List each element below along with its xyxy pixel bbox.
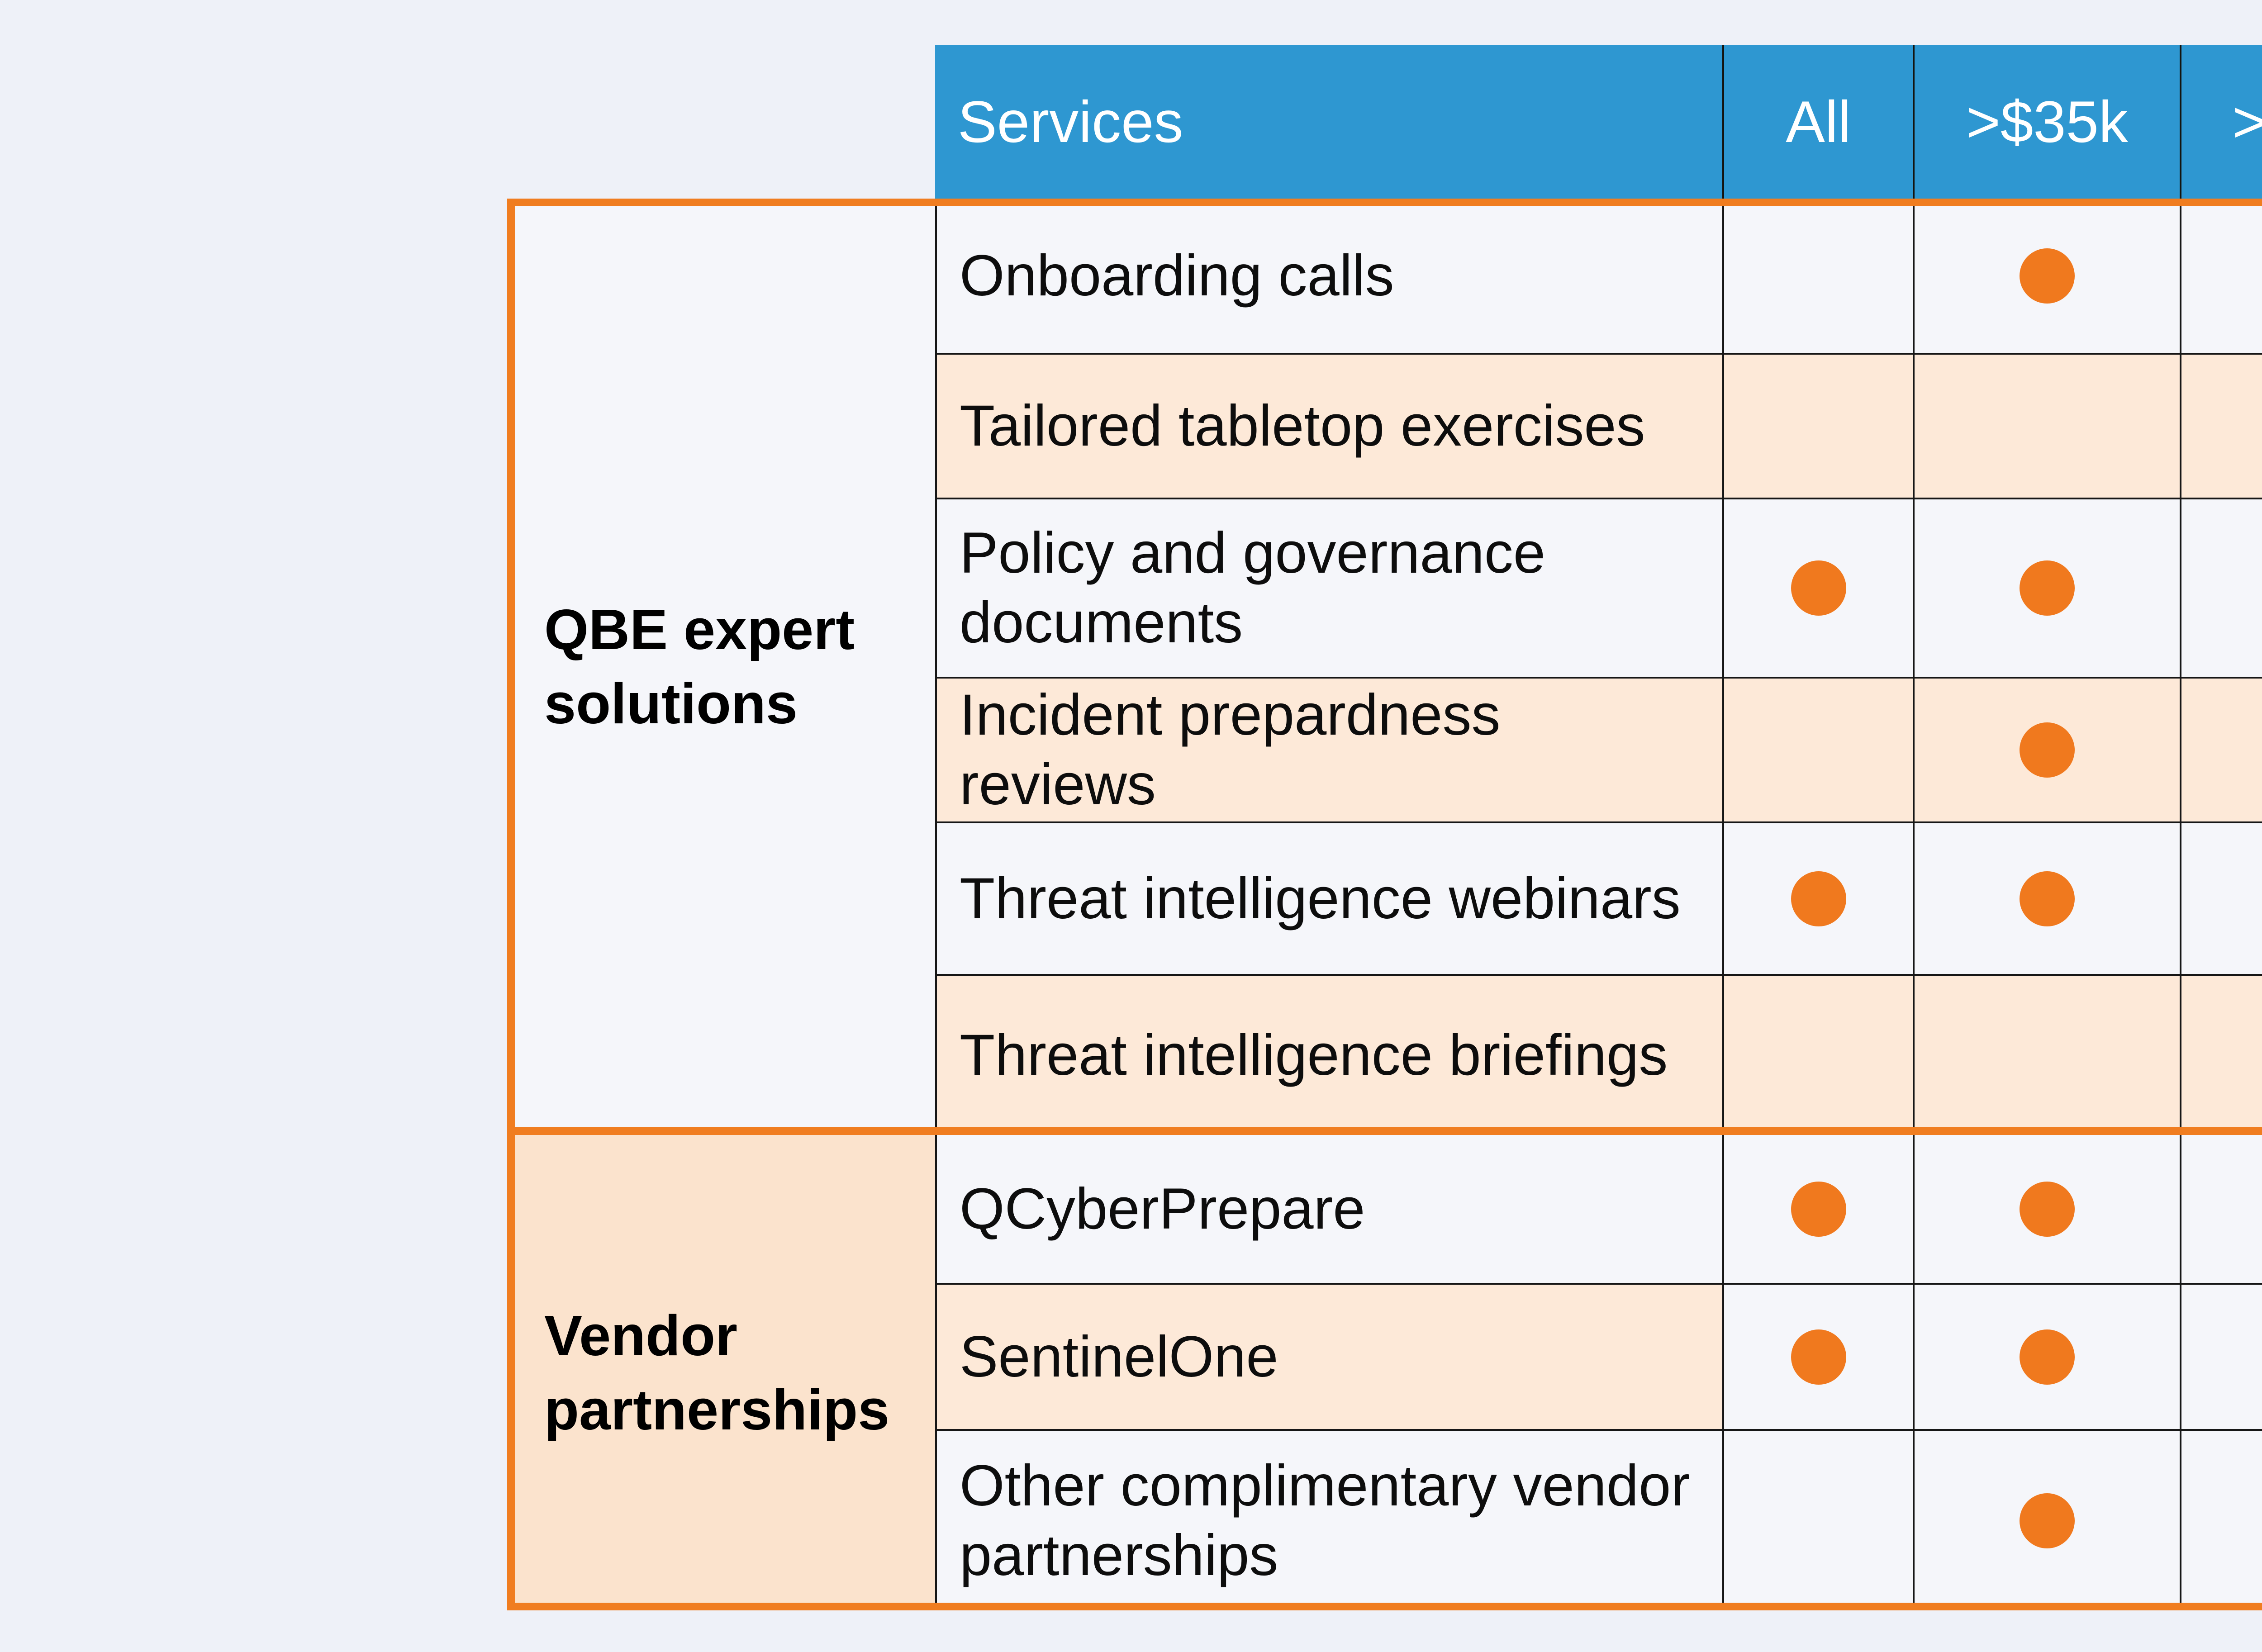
service-cell: Threat intelligence briefings [935,976,1722,1135]
service-label: Other complimentary vendor partnerships [960,1453,1690,1588]
included-dot [2020,248,2075,304]
service-cell: Other complimentary vendor partnerships [935,1431,1722,1610]
tier-cell-all [1722,679,1913,823]
group-label-qbe-expert-solutions: QBE expert solutions [507,199,935,1135]
tier-cell-100k [2180,1135,2262,1285]
tier-cell-100k [2180,499,2262,679]
tier-cell-all [1722,823,1913,976]
service-label: Threat intelligence briefings [960,1023,1668,1088]
header-tier-all: All [1722,45,1913,199]
header-tier-100k: >100k [2180,45,2262,199]
service-cell: Policy and governance documents [935,499,1722,679]
header-services: Services [935,45,1722,199]
service-label: SentinelOne [960,1324,1278,1389]
service-label: Tailored tabletop exercises [960,394,1645,459]
service-cell: SentinelOne [935,1285,1722,1431]
service-label: Incident prepardness reviews [960,683,1501,817]
tier-cell-all [1722,976,1913,1135]
services-tier-table: Services All >$35k >100k QBE expert solu… [507,45,2262,1610]
tier-cell-100k [2180,823,2262,976]
included-dot [2020,1493,2075,1548]
tier-cell-35k [1913,1135,2180,1285]
tier-cell-100k [2180,199,2262,355]
included-dot [1791,560,1846,616]
tier-cell-100k [2180,679,2262,823]
included-dot [1791,1181,1846,1237]
tier-cell-all [1722,199,1913,355]
service-cell: Onboarding calls [935,199,1722,355]
service-label: Threat intelligence webinars [960,866,1681,931]
included-dot [2020,871,2075,926]
table-grid: Services All >$35k >100k QBE expert solu… [507,45,2262,1610]
tier-cell-35k [1913,679,2180,823]
tier-cell-35k [1913,976,2180,1135]
included-dot [1791,1329,1846,1385]
included-dot [2020,722,2075,778]
header-tier-35k: >$35k [1913,45,2180,199]
group-label-text: Vendor partnerships [544,1303,890,1442]
tier-cell-100k [2180,1431,2262,1610]
service-cell: Tailored tabletop exercises [935,355,1722,499]
service-label: QCyberPrepare [960,1176,1365,1241]
included-dot [1791,871,1846,926]
service-label: Onboarding calls [960,243,1394,308]
service-label: Policy and governance documents [960,521,1546,655]
tier-cell-100k [2180,976,2262,1135]
tier-cell-all [1722,1135,1913,1285]
service-cell: QCyberPrepare [935,1135,1722,1285]
tier-cell-35k [1913,1431,2180,1610]
included-dot [2020,1329,2075,1385]
tier-cell-all [1722,1431,1913,1610]
tier-cell-35k [1913,355,2180,499]
included-dot [2020,1181,2075,1237]
tier-cell-35k [1913,1285,2180,1431]
service-cell: Threat intelligence webinars [935,823,1722,976]
included-dot [2020,560,2075,616]
service-cell: Incident prepardness reviews [935,679,1722,823]
group-label-vendor-partnerships: Vendor partnerships [507,1135,935,1610]
tier-cell-35k [1913,823,2180,976]
tier-cell-100k [2180,1285,2262,1431]
tier-cell-all [1722,1285,1913,1431]
group-label-text: QBE expert solutions [544,598,855,736]
tier-cell-all [1722,499,1913,679]
tier-cell-all [1722,355,1913,499]
tier-cell-100k [2180,355,2262,499]
tier-cell-35k [1913,199,2180,355]
tier-cell-35k [1913,499,2180,679]
